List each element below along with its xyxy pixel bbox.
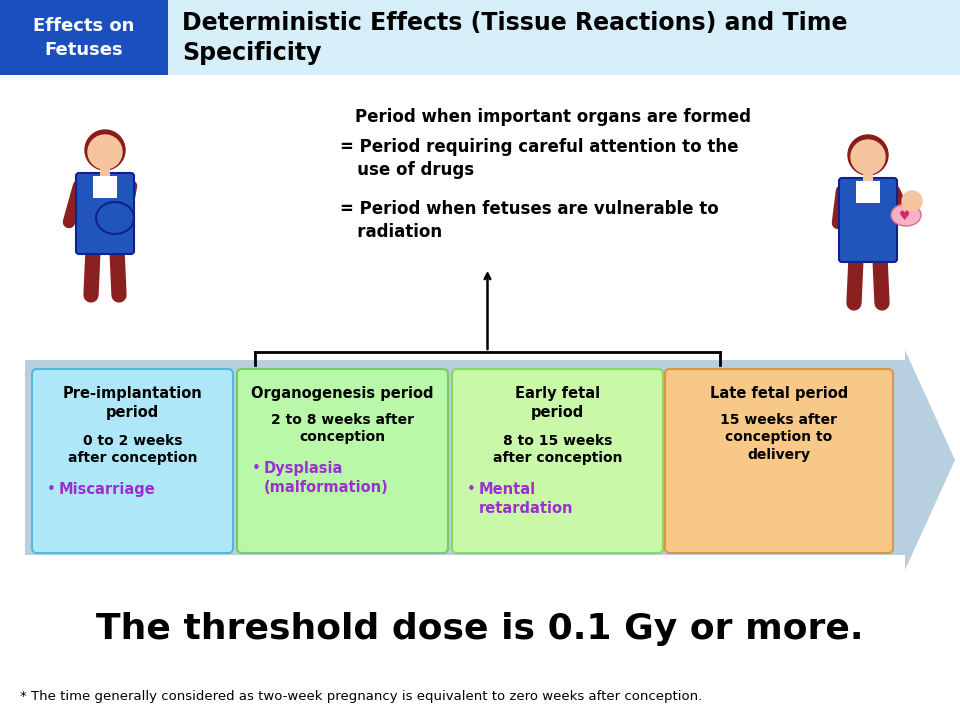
Text: ♥: ♥ <box>899 210 910 223</box>
Text: Miscarriage: Miscarriage <box>59 482 156 497</box>
Text: Period when important organs are formed: Period when important organs are formed <box>355 108 751 126</box>
Circle shape <box>85 130 125 170</box>
Text: Deterministic Effects (Tissue Reactions) and Time
Specificity: Deterministic Effects (Tissue Reactions)… <box>182 11 848 65</box>
Circle shape <box>88 135 122 169</box>
Circle shape <box>848 135 888 175</box>
Circle shape <box>902 191 922 211</box>
Circle shape <box>851 140 885 174</box>
Text: Organogenesis period: Organogenesis period <box>252 386 434 401</box>
Text: Dysplasia
(malformation): Dysplasia (malformation) <box>264 461 389 495</box>
Ellipse shape <box>96 202 134 234</box>
FancyBboxPatch shape <box>25 360 905 555</box>
Text: •: • <box>467 482 476 497</box>
FancyBboxPatch shape <box>100 168 110 178</box>
FancyBboxPatch shape <box>0 0 168 75</box>
Text: The threshold dose is 0.1 Gy or more.: The threshold dose is 0.1 Gy or more. <box>96 612 864 646</box>
Text: = Period requiring careful attention to the
   use of drugs: = Period requiring careful attention to … <box>340 138 738 179</box>
FancyBboxPatch shape <box>856 181 880 203</box>
Text: = Period when fetuses are vulnerable to
   radiation: = Period when fetuses are vulnerable to … <box>340 200 719 241</box>
FancyBboxPatch shape <box>863 173 873 183</box>
Text: Late fetal period: Late fetal period <box>709 386 848 401</box>
FancyBboxPatch shape <box>93 176 117 198</box>
Text: 15 weeks after
conception to
delivery: 15 weeks after conception to delivery <box>721 413 837 462</box>
Text: •: • <box>47 482 56 497</box>
FancyBboxPatch shape <box>452 369 663 553</box>
FancyBboxPatch shape <box>237 369 448 553</box>
Text: * The time generally considered as two-week pregnancy is equivalent to zero week: * The time generally considered as two-w… <box>20 690 703 703</box>
Text: Mental
retardation: Mental retardation <box>479 482 573 516</box>
FancyBboxPatch shape <box>76 173 134 254</box>
Polygon shape <box>905 350 955 570</box>
FancyBboxPatch shape <box>0 0 960 75</box>
FancyBboxPatch shape <box>32 369 233 553</box>
Text: Pre-implantation
period: Pre-implantation period <box>62 386 203 420</box>
Text: Effects on
Fetuses: Effects on Fetuses <box>34 17 134 59</box>
Text: 0 to 2 weeks
after conception: 0 to 2 weeks after conception <box>68 434 197 465</box>
FancyBboxPatch shape <box>665 369 893 553</box>
Text: 2 to 8 weeks after
conception: 2 to 8 weeks after conception <box>271 413 414 444</box>
FancyBboxPatch shape <box>839 178 897 262</box>
Text: •: • <box>252 461 261 476</box>
Text: 8 to 15 weeks
after conception: 8 to 15 weeks after conception <box>492 434 622 465</box>
Ellipse shape <box>891 204 921 226</box>
Text: Early fetal
period: Early fetal period <box>515 386 600 420</box>
